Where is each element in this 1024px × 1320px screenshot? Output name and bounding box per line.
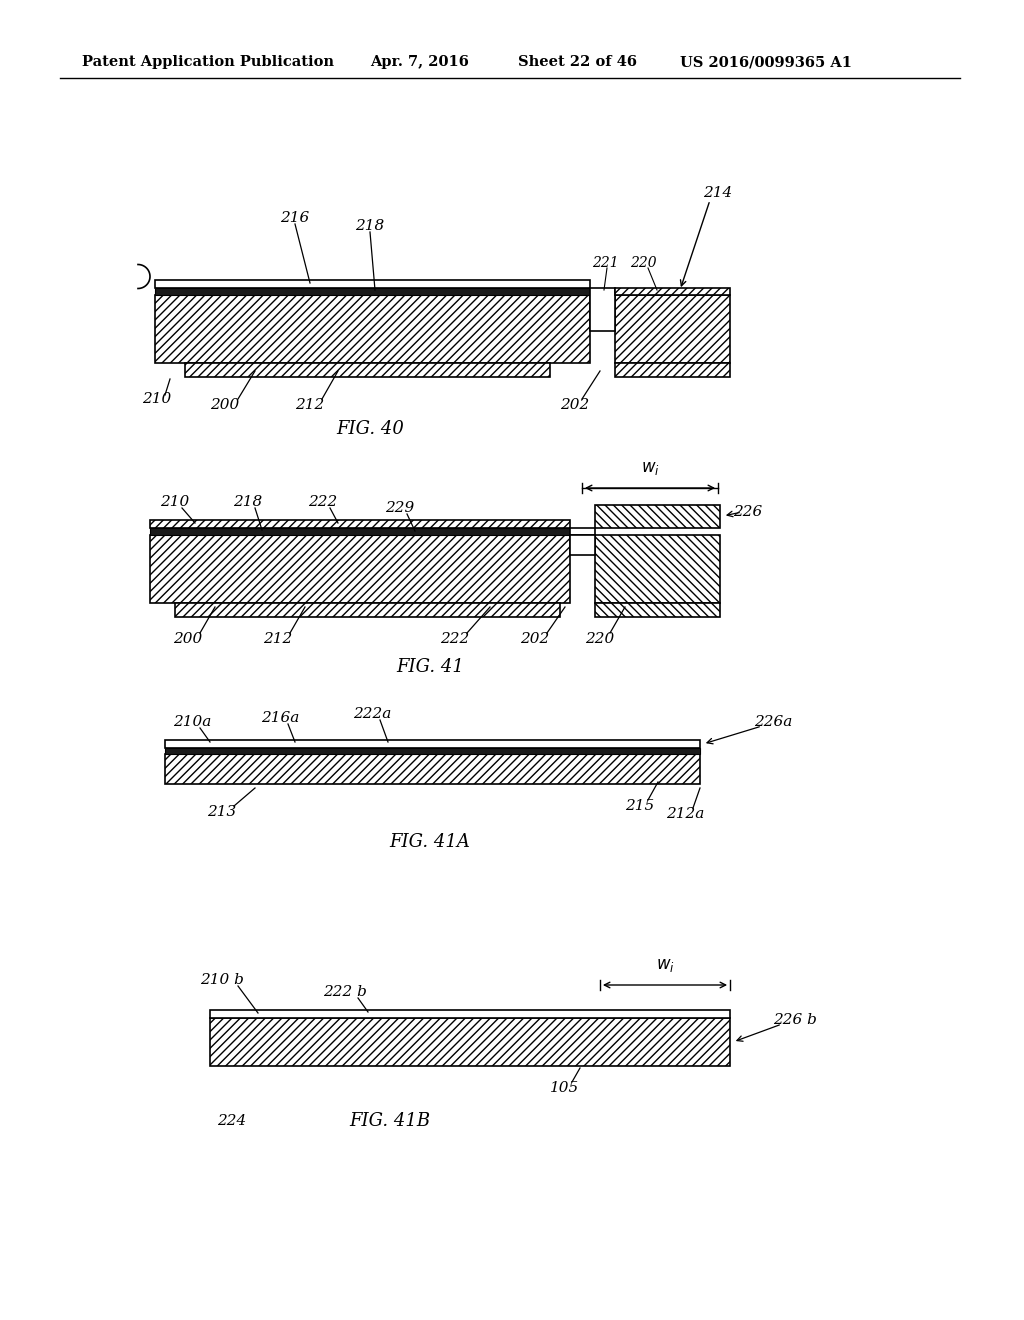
Text: 210 b: 210 b <box>200 973 244 987</box>
Text: 212a: 212a <box>666 807 705 821</box>
Text: 200: 200 <box>210 399 240 412</box>
Text: 224: 224 <box>217 1114 247 1129</box>
Text: 221: 221 <box>592 256 618 271</box>
Bar <box>185 363 550 378</box>
Text: 226a: 226a <box>754 715 793 729</box>
Text: 105: 105 <box>550 1081 580 1096</box>
Bar <box>165 741 700 748</box>
Text: Patent Application Publication: Patent Application Publication <box>82 55 334 69</box>
Text: 226: 226 <box>733 506 763 519</box>
Text: 226 b: 226 b <box>773 1012 817 1027</box>
Text: 212: 212 <box>295 399 325 412</box>
Bar <box>150 520 570 528</box>
Text: 229: 229 <box>385 502 415 515</box>
Bar <box>165 754 700 784</box>
Text: FIG. 41A: FIG. 41A <box>389 833 470 851</box>
Text: 218: 218 <box>233 495 262 510</box>
Bar <box>595 506 720 528</box>
Bar <box>615 288 730 294</box>
Text: 222 b: 222 b <box>323 985 367 999</box>
Text: Apr. 7, 2016: Apr. 7, 2016 <box>370 55 469 69</box>
Bar <box>615 363 730 378</box>
Text: 216a: 216a <box>261 711 299 725</box>
Bar <box>155 288 590 294</box>
Text: 202: 202 <box>560 399 590 412</box>
Bar <box>210 1018 730 1067</box>
Text: FIG. 40: FIG. 40 <box>336 420 403 438</box>
Text: 220: 220 <box>586 632 614 645</box>
Text: $w_i$: $w_i$ <box>641 459 659 477</box>
Text: 216: 216 <box>281 211 309 224</box>
Bar <box>570 535 595 554</box>
Text: 213: 213 <box>208 805 237 818</box>
Text: FIG. 41B: FIG. 41B <box>349 1111 430 1130</box>
Text: 212: 212 <box>263 632 293 645</box>
Text: 210a: 210a <box>173 715 211 729</box>
Text: 210: 210 <box>142 392 172 407</box>
Bar <box>595 603 720 616</box>
Text: 220: 220 <box>630 256 656 271</box>
Bar <box>150 528 570 535</box>
Bar <box>615 294 730 363</box>
Bar <box>570 528 595 535</box>
Bar <box>165 748 700 754</box>
Text: 215: 215 <box>626 799 654 813</box>
Text: 202: 202 <box>520 632 550 645</box>
Text: 222: 222 <box>440 632 470 645</box>
Bar <box>150 535 570 603</box>
Text: 222: 222 <box>308 495 338 510</box>
Bar <box>175 603 560 616</box>
Bar <box>210 1010 730 1018</box>
Text: US 2016/0099365 A1: US 2016/0099365 A1 <box>680 55 852 69</box>
Text: 210: 210 <box>161 495 189 510</box>
Text: 200: 200 <box>173 632 203 645</box>
Text: $w_i$: $w_i$ <box>655 957 675 974</box>
Bar <box>595 535 720 603</box>
Text: Sheet 22 of 46: Sheet 22 of 46 <box>518 55 637 69</box>
Text: 214: 214 <box>703 186 732 201</box>
Text: 218: 218 <box>355 219 385 234</box>
Bar <box>155 294 590 363</box>
Text: 222a: 222a <box>353 708 391 721</box>
Bar <box>155 280 590 288</box>
Text: FIG. 41: FIG. 41 <box>396 657 464 676</box>
Bar <box>590 288 615 331</box>
